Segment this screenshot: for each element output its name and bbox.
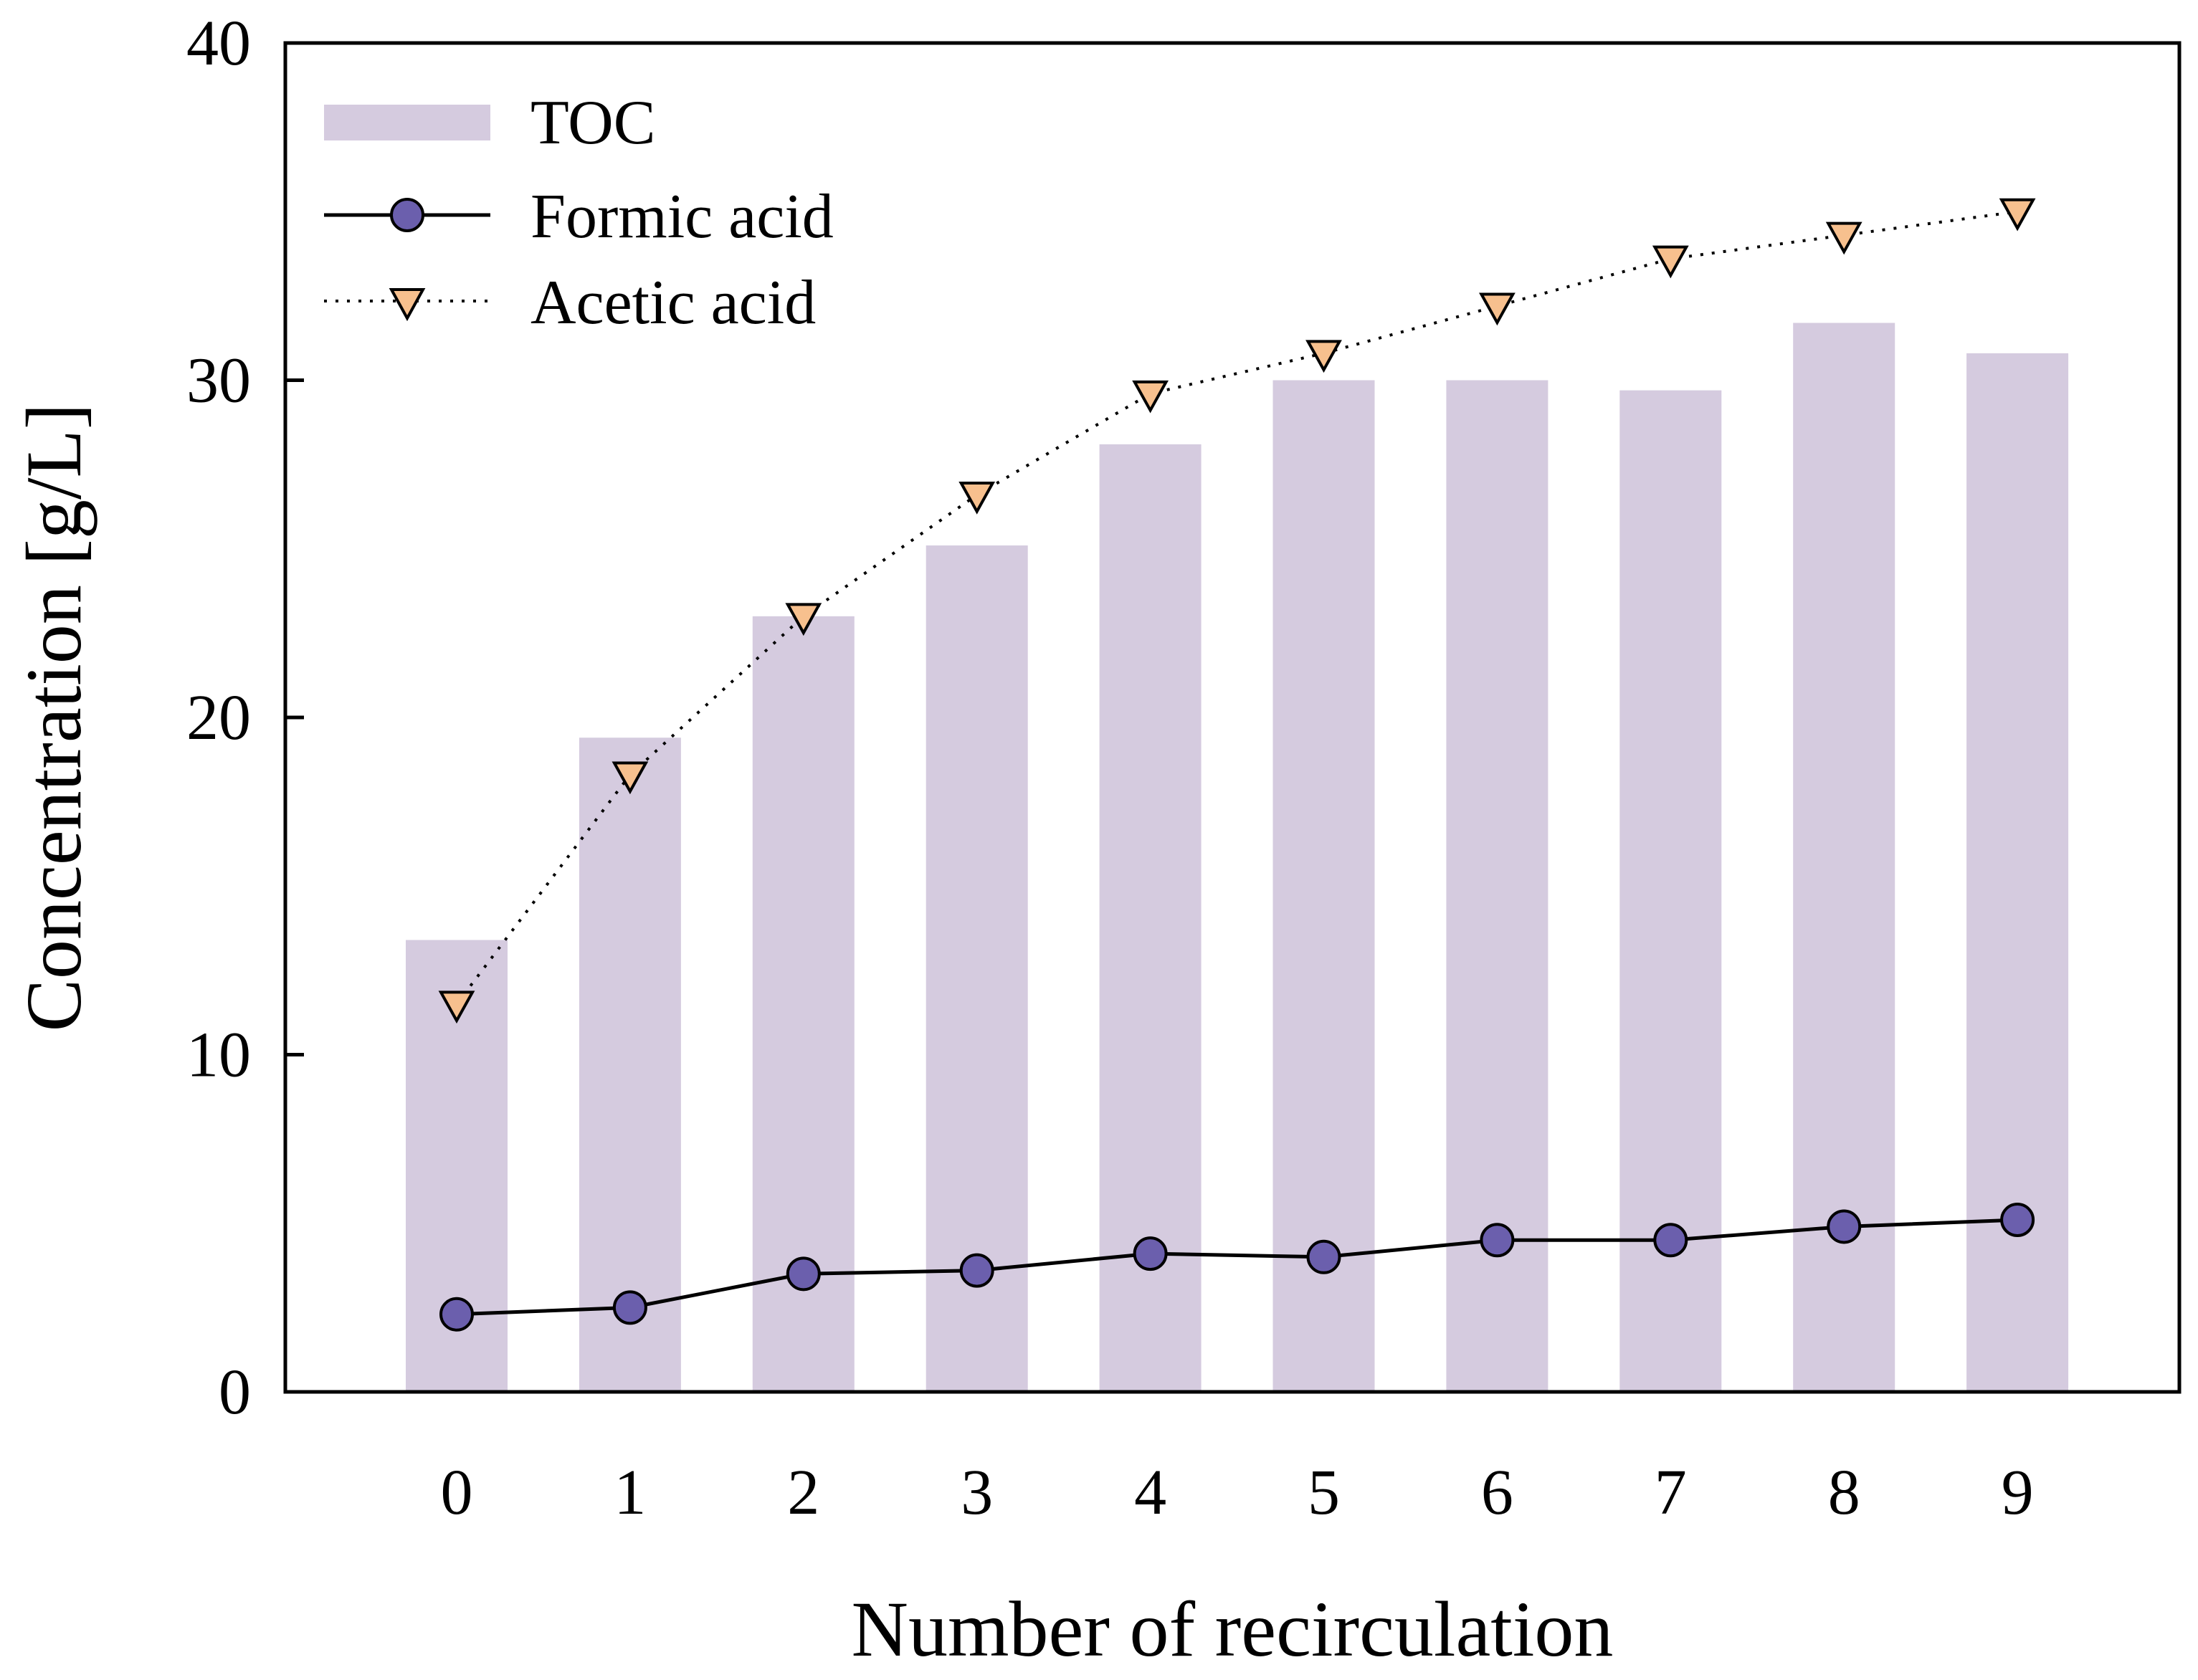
formic-acid-point-9 xyxy=(2000,1203,2035,1238)
y-tick-label-20: 20 xyxy=(186,682,251,753)
legend-label-acetic-acid: Acetic acid xyxy=(531,268,816,338)
legend-label-toc: TOC xyxy=(531,88,655,158)
legend: TOC Formic acid Acetic acid xyxy=(324,88,834,338)
formic-acid-point-0 xyxy=(439,1297,474,1332)
y-tick-label-30: 30 xyxy=(186,345,251,416)
legend-swatch-toc xyxy=(324,105,490,140)
acetic-acid-point-9 xyxy=(1999,198,2036,232)
formic-acid-point-4 xyxy=(1133,1236,1168,1271)
x-tick-label-5: 5 xyxy=(1308,1457,1340,1528)
toc-bar-4 xyxy=(1099,444,1202,1392)
y-tick-label-10: 10 xyxy=(186,1020,251,1091)
formic-acid-point-1 xyxy=(612,1290,647,1325)
x-tick-label-8: 8 xyxy=(1828,1457,1860,1528)
formic-acid-point-8 xyxy=(1827,1209,1862,1244)
legend-label-formic-acid: Formic acid xyxy=(531,182,834,252)
x-tick-label-9: 9 xyxy=(2002,1457,2034,1528)
toc-bar-1 xyxy=(579,738,681,1392)
acetic-acid-point-3 xyxy=(958,481,996,515)
acetic-acid-line xyxy=(455,210,2018,1006)
x-tick-label-7: 7 xyxy=(1655,1457,1687,1528)
formic-acid-point-2 xyxy=(786,1256,821,1292)
x-tick-label-2: 2 xyxy=(787,1457,819,1528)
formic-acid-point-3 xyxy=(959,1253,994,1288)
toc-bar-5 xyxy=(1272,380,1375,1392)
x-tick-label-4: 4 xyxy=(1134,1457,1166,1528)
y-axis-title: Concentration [g/L] xyxy=(10,404,97,1032)
formic-acid-point-5 xyxy=(1306,1239,1341,1274)
x-tick-label-3: 3 xyxy=(961,1457,993,1528)
x-tick-label-1: 1 xyxy=(614,1457,646,1528)
acetic-acid-point-2 xyxy=(785,603,822,636)
formic-acid-line xyxy=(456,1218,2018,1317)
toc-bars xyxy=(406,323,2069,1393)
x-axis-title: Number of recirculation xyxy=(852,1585,1614,1673)
y-tick-label-40: 40 xyxy=(186,8,251,79)
acetic-acid-point-6 xyxy=(1479,292,1516,326)
formic-acid-point-7 xyxy=(1653,1223,1688,1258)
acetic-acid-point-8 xyxy=(1825,221,1862,255)
legend-marker-acetic-acid xyxy=(389,288,426,322)
acid-lines xyxy=(438,198,2036,1332)
axis-ticks: 0 10 20 30 40 0 1 2 3 4 5 6 7 8 9 xyxy=(186,8,2034,1528)
acetic-acid-point-1 xyxy=(612,761,649,795)
acetic-acid-point-5 xyxy=(1305,340,1342,373)
x-tick-label-0: 0 xyxy=(441,1457,473,1528)
acetic-acid-point-7 xyxy=(1652,245,1689,279)
legend-marker-formic-acid xyxy=(390,198,424,232)
acetic-acid-point-0 xyxy=(438,991,475,1024)
formic-acid-point-6 xyxy=(1480,1223,1515,1258)
x-tick-label-6: 6 xyxy=(1481,1457,1513,1528)
y-tick-label-0: 0 xyxy=(219,1357,251,1428)
acetic-acid-point-4 xyxy=(1132,380,1169,414)
toc-bar-3 xyxy=(926,545,1028,1393)
